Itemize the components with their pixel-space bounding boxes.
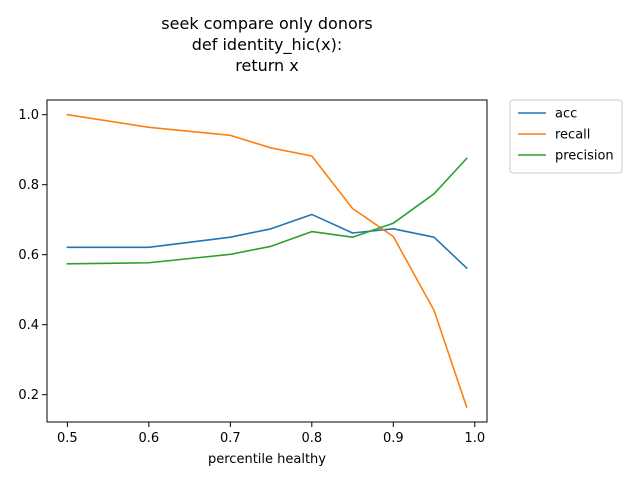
y-tick-label: 0.4 xyxy=(18,318,39,333)
x-tick-label: 0.5 xyxy=(57,431,78,446)
legend-label: recall xyxy=(555,128,590,143)
legend: acc recall precision xyxy=(509,99,623,174)
chart-title: seek compare only donors def identity_hic… xyxy=(161,14,372,75)
y-tick-label: 0.6 xyxy=(18,248,39,263)
legend-label: acc xyxy=(555,107,577,122)
plot-frame xyxy=(46,99,488,423)
chart-title-line: def identity_hic(x): xyxy=(192,35,343,55)
x-tick-label: 0.9 xyxy=(383,431,404,446)
chart-title-line: seek compare only donors xyxy=(161,14,372,33)
chart-title-line: return x xyxy=(235,56,298,75)
y-tick-label: 1.0 xyxy=(18,108,39,123)
series-line-precision xyxy=(66,157,468,265)
legend-label: precision xyxy=(555,149,614,164)
series-line-recall xyxy=(66,113,468,408)
plot-area xyxy=(46,99,488,423)
x-tick-label: 1.0 xyxy=(464,431,485,446)
y-tick-label: 0.2 xyxy=(18,388,39,403)
series-lines xyxy=(66,113,468,408)
y-axis: 0.2 0.4 0.6 0.8 1.0 xyxy=(18,108,47,403)
series-line-acc xyxy=(66,213,468,270)
x-tick-label: 0.7 xyxy=(220,431,241,446)
x-axis: 0.5 0.6 0.7 0.8 0.9 1.0 xyxy=(57,422,485,446)
x-tick-label: 0.8 xyxy=(301,431,322,446)
x-axis-label: percentile healthy xyxy=(208,452,326,467)
y-tick-label: 0.8 xyxy=(18,178,39,193)
x-tick-label: 0.6 xyxy=(139,431,160,446)
